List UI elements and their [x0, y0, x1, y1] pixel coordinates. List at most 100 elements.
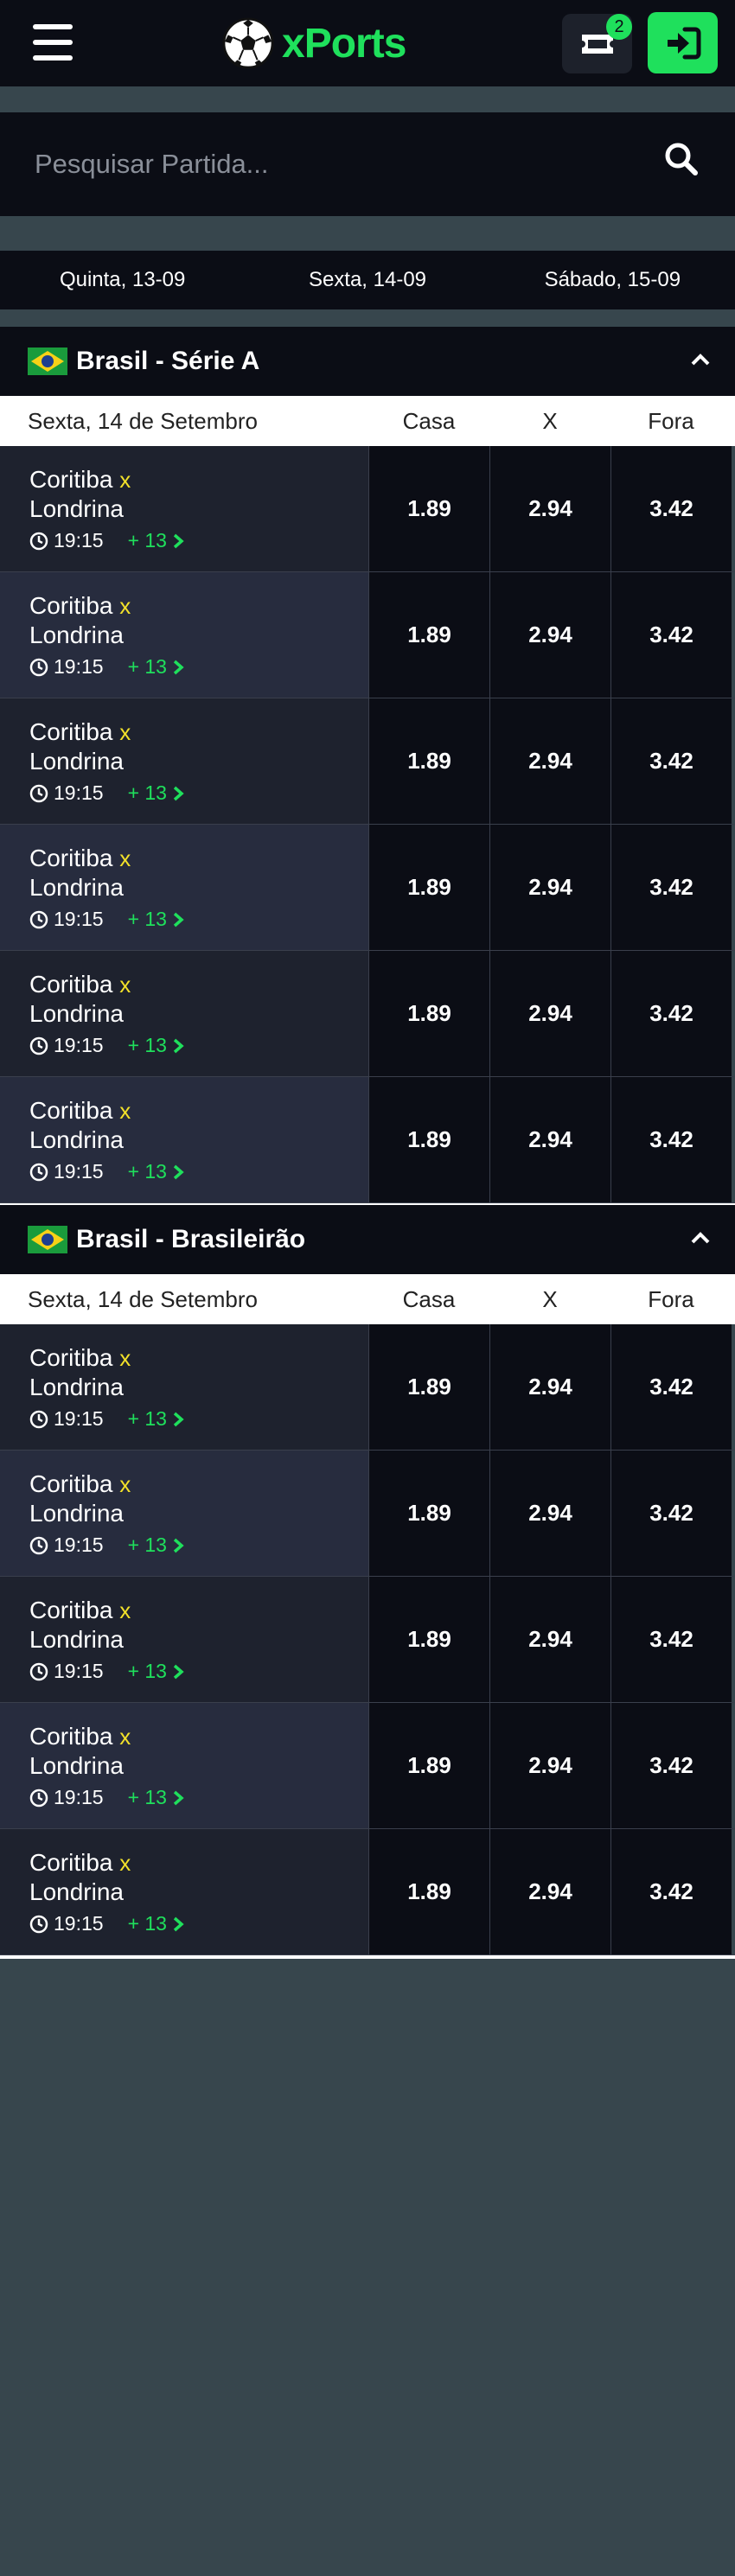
divider — [0, 1955, 735, 1959]
chevron-up-icon[interactable] — [690, 1229, 711, 1247]
odd-away-button[interactable]: 3.42 — [610, 1324, 732, 1450]
search-input[interactable] — [35, 138, 640, 190]
match-row: Coritiba x Londrina 19:15 + 13 1.89 2.94 3.42 — [0, 572, 735, 698]
versus-label: x — [119, 467, 131, 493]
more-markets-count: + 13 — [127, 655, 167, 678]
match-info[interactable]: Coritiba x Londrina 19:15 + 13 — [0, 446, 368, 571]
search-bar — [0, 112, 735, 216]
more-markets-count: + 13 — [127, 1660, 167, 1682]
match-time: 19:15 — [54, 655, 104, 678]
match-row: Coritiba x Londrina 19:15 + 13 1.89 2.94 3.42 — [0, 825, 735, 951]
odd-draw-button[interactable]: 2.94 — [489, 1703, 610, 1828]
chevron-right-icon — [173, 1038, 184, 1053]
match-info[interactable]: Coritiba x Londrina 19:15 + 13 — [0, 1324, 368, 1450]
odd-draw-button[interactable]: 2.94 — [489, 951, 610, 1076]
more-markets-link[interactable]: + 13 — [128, 1660, 184, 1683]
odd-draw-button[interactable]: 2.94 — [489, 572, 610, 698]
logo[interactable]: xPorts — [221, 14, 406, 73]
odd-home-button[interactable]: 1.89 — [368, 825, 489, 950]
odd-draw-button[interactable]: 2.94 — [489, 1077, 610, 1202]
more-markets-link[interactable]: + 13 — [128, 908, 184, 931]
odd-home-button[interactable]: 1.89 — [368, 572, 489, 698]
more-markets-link[interactable]: + 13 — [128, 1912, 184, 1935]
odd-home-button[interactable]: 1.89 — [368, 446, 489, 571]
odd-home-button[interactable]: 1.89 — [368, 951, 489, 1076]
match-info[interactable]: Coritiba x Londrina 19:15 + 13 — [0, 1077, 368, 1202]
match-info[interactable]: Coritiba x Londrina 19:15 + 13 — [0, 1577, 368, 1702]
search-icon[interactable] — [664, 142, 699, 176]
odd-draw-button[interactable]: 2.94 — [489, 825, 610, 950]
match-info[interactable]: Coritiba x Londrina 19:15 + 13 — [0, 951, 368, 1076]
chevron-right-icon — [173, 786, 184, 800]
odd-away-button[interactable]: 3.42 — [610, 446, 732, 571]
versus-label: x — [119, 1471, 131, 1497]
odd-away-button[interactable]: 3.42 — [610, 1451, 732, 1576]
odds-columns-header: Sexta, 14 de Setembro Casa X Fora — [0, 396, 735, 446]
odd-draw-button[interactable]: 2.94 — [489, 1451, 610, 1576]
match-info[interactable]: Coritiba x Londrina 19:15 + 13 — [0, 825, 368, 950]
odd-away-button[interactable]: 3.42 — [610, 1703, 732, 1828]
home-team: Coritiba — [29, 1097, 113, 1124]
chevron-right-icon — [173, 1664, 184, 1679]
home-team: Coritiba — [29, 1849, 113, 1876]
odd-home-button[interactable]: 1.89 — [368, 698, 489, 824]
date-tabs: Quinta, 13-09 Sexta, 14-09 Sábado, 15-09 — [0, 251, 735, 309]
odd-away-button[interactable]: 3.42 — [610, 825, 732, 950]
odd-draw-button[interactable]: 2.94 — [489, 1324, 610, 1450]
match-info[interactable]: Coritiba x Londrina 19:15 + 13 — [0, 1829, 368, 1954]
tab-date-3[interactable]: Sábado, 15-09 — [544, 268, 681, 291]
odd-home-button[interactable]: 1.89 — [368, 1577, 489, 1702]
odd-home-button[interactable]: 1.89 — [368, 1703, 489, 1828]
more-markets-link[interactable]: + 13 — [128, 655, 184, 679]
clock-icon — [29, 1536, 48, 1554]
match-info[interactable]: Coritiba x Londrina 19:15 + 13 — [0, 1703, 368, 1828]
more-markets-link[interactable]: + 13 — [128, 1786, 184, 1809]
away-team: Londrina — [29, 748, 124, 775]
odd-draw-button[interactable]: 2.94 — [489, 1829, 610, 1954]
match-date-label: Sexta, 14 de Setembro — [28, 407, 258, 434]
brazil-flag-icon — [28, 348, 67, 375]
league-header[interactable]: Brasil - Série A — [0, 327, 735, 396]
more-markets-link[interactable]: + 13 — [128, 529, 184, 552]
odd-draw-button[interactable]: 2.94 — [489, 698, 610, 824]
more-markets-link[interactable]: + 13 — [128, 1533, 184, 1557]
away-team: Londrina — [29, 622, 124, 648]
match-row: Coritiba x Londrina 19:15 + 13 1.89 2.94 3.42 — [0, 1451, 735, 1577]
odd-away-button[interactable]: 3.42 — [610, 698, 732, 824]
odd-away-button[interactable]: 3.42 — [610, 1077, 732, 1202]
tab-date-2[interactable]: Sexta, 14-09 — [308, 268, 427, 291]
match-time: 19:15 — [54, 1912, 104, 1935]
more-markets-count: + 13 — [127, 1533, 167, 1556]
odd-away-button[interactable]: 3.42 — [610, 572, 732, 698]
odd-draw-button[interactable]: 2.94 — [489, 446, 610, 571]
app-header: xPorts 2 — [0, 0, 735, 86]
chevron-up-icon[interactable] — [690, 351, 711, 368]
bet-slip-button[interactable]: 2 — [562, 14, 632, 73]
home-team: Coritiba — [29, 1597, 113, 1623]
odd-home-button[interactable]: 1.89 — [368, 1077, 489, 1202]
league-section: Brasil - Brasileirão Sexta, 14 de Setemb… — [0, 1205, 735, 1959]
more-markets-link[interactable]: + 13 — [128, 1407, 184, 1431]
league-header[interactable]: Brasil - Brasileirão — [0, 1205, 735, 1274]
more-markets-link[interactable]: + 13 — [128, 781, 184, 805]
more-markets-count: + 13 — [127, 781, 167, 804]
match-info[interactable]: Coritiba x Londrina 19:15 + 13 — [0, 698, 368, 824]
more-markets-link[interactable]: + 13 — [128, 1160, 184, 1183]
more-markets-count: + 13 — [127, 1912, 167, 1935]
menu-button[interactable] — [33, 24, 73, 61]
login-button[interactable] — [648, 12, 718, 73]
more-markets-link[interactable]: + 13 — [128, 1034, 184, 1057]
clock-icon — [29, 784, 48, 802]
odd-home-button[interactable]: 1.89 — [368, 1324, 489, 1450]
match-info[interactable]: Coritiba x Londrina 19:15 + 13 — [0, 572, 368, 698]
tab-date-1[interactable]: Quinta, 13-09 — [59, 268, 186, 291]
odd-draw-button[interactable]: 2.94 — [489, 1577, 610, 1702]
odd-away-button[interactable]: 3.42 — [610, 1577, 732, 1702]
odd-away-button[interactable]: 3.42 — [610, 1829, 732, 1954]
match-info[interactable]: Coritiba x Londrina 19:15 + 13 — [0, 1451, 368, 1576]
odd-away-button[interactable]: 3.42 — [610, 951, 732, 1076]
menu-bar — [33, 40, 73, 45]
odd-home-button[interactable]: 1.89 — [368, 1451, 489, 1576]
odd-home-button[interactable]: 1.89 — [368, 1829, 489, 1954]
away-team: Londrina — [29, 1752, 124, 1779]
